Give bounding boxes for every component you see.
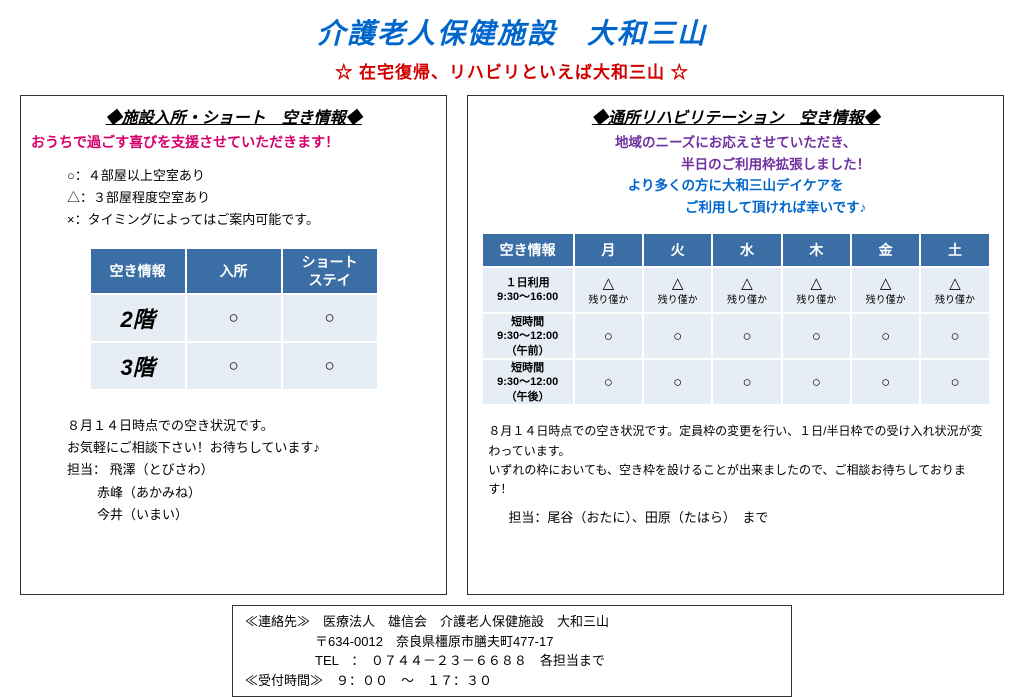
main-title: 介護老人保健施設 大和三山 [0,12,1024,52]
cell: ○ [712,359,781,405]
contact-block: 担当： 飛澤（とびさわ） 赤峰（あかみね） 今井（いまい） [67,459,436,525]
col-header: 木 [782,233,851,267]
cell: ○ [920,359,989,405]
table-row: 短時間 9:30～12:00 （午後）○○○○○○ [482,359,990,405]
col-header: 金 [851,233,920,267]
cell: ○ [782,359,851,405]
cell: ○ [712,313,781,359]
rehab-contact: 担当：尾谷（おたに）、田原（たはら） まで [508,507,993,526]
table-row: 2階 ○ ○ [90,294,378,342]
page-header: 介護老人保健施設 大和三山 ☆ 在宅復帰、リハビリといえば大和三山 ☆ [0,0,1024,83]
col-header: 月 [574,233,643,267]
contact-name: 飛澤（とびさわ） [110,462,214,477]
cell: ○ [643,313,712,359]
table-header-row: 空き情報 月 火 水 木 金 土 [482,233,990,267]
col-header-text: ショート ステイ [302,254,358,288]
footer-line: ≪受付時間≫ ９：００ ～ １７：３０ [245,671,779,691]
tagline-line: 地域のニーズにお応えさせていただき、 [615,135,856,150]
col-header: 土 [920,233,989,267]
cell: ○ [574,313,643,359]
right-notes: ８月１４日時点での空き状況です。定員枠の変更を行い、１日/半日枠での受け入れ状況… [488,422,983,499]
col-header: 入所 [186,248,282,294]
cell: △残り僅か [643,267,712,313]
note-line: いずれの枠においても、空き枠を設けることが出来ましたので、ご相談お待ちしておりま… [488,461,983,499]
panel-right-tagline: 地域のニーズにお応えさせていただき、 半日のご利用枠拡張しました！ より多くの方… [478,132,993,218]
legend-line: ○：４部屋以上空室あり [67,165,436,187]
cell: ○ [282,294,378,342]
row-label: 3階 [90,342,186,390]
contact-name: 今井（いまい） [97,504,436,526]
note-line: ８月１４日時点での空き状況です。 [67,415,436,437]
table-row: １日利用 9:30～16:00△残り僅か△残り僅か△残り僅か△残り僅か△残り僅か… [482,267,990,313]
vacancy-table: 空き情報 入所 ショート ステイ 2階 ○ ○ 3階 ○ ○ [89,247,379,391]
panels-row: ◆施設入所・ショート 空き情報◆ おうちで過ごす喜びを支援させていただきます！ … [0,95,1024,595]
panel-facility-vacancy: ◆施設入所・ショート 空き情報◆ おうちで過ごす喜びを支援させていただきます！ … [20,95,447,595]
cell: ○ [643,359,712,405]
row-label: 2階 [90,294,186,342]
col-header: 水 [712,233,781,267]
panel-left-tagline: おうちで過ごす喜びを支援させていただきます！ [31,132,436,153]
sub-title: ☆ 在宅復帰、リハビリといえば大和三山 ☆ [0,58,1024,83]
tagline-line: より多くの方に大和三山デイケアを [628,178,844,193]
panel-right-title: ◆通所リハビリテーション 空き情報◆ [478,104,993,128]
footer-line: TEL ： ０７４４－２３－６６８８ 各担当まで [315,651,779,671]
table-header-row: 空き情報 入所 ショート ステイ [90,248,378,294]
contact-name: 赤峰（あかみね） [97,482,436,504]
cell: △残り僅か [851,267,920,313]
cell: ○ [186,342,282,390]
row-label: １日利用 9:30～16:00 [482,267,574,313]
table-row: 短時間 9:30～12:00 （午前）○○○○○○ [482,313,990,359]
row-label: 短時間 9:30～12:00 （午後） [482,359,574,405]
legend-line: ×：タイミングによってはご案内可能です。 [67,209,436,231]
table-row: 3階 ○ ○ [90,342,378,390]
col-header: 空き情報 [482,233,574,267]
col-header: 空き情報 [90,248,186,294]
cell: ○ [851,359,920,405]
cell: △残り僅か [782,267,851,313]
row-label: 短時間 9:30～12:00 （午前） [482,313,574,359]
panel-left-title: ◆施設入所・ショート 空き情報◆ [31,104,436,128]
left-notes: ８月１４日時点での空き状況です。 お気軽にご相談下さい！お待ちしています♪ 担当… [67,415,436,525]
cell: ○ [851,313,920,359]
footer-contact-box: ≪連絡先≫ 医療法人 雄信会 介護老人保健施設 大和三山 〒634-0012 奈… [232,605,792,697]
cell: △残り僅か [920,267,989,313]
cell: ○ [186,294,282,342]
footer-line: 〒634-0012 奈良県橿原市膳夫町477-17 [315,632,779,652]
cell: ○ [782,313,851,359]
legend: ○：４部屋以上空室あり △：３部屋程度空室あり ×：タイミングによってはご案内可… [67,165,436,231]
cell: ○ [282,342,378,390]
tagline-line: ご利用して頂ければ幸いです♪ [685,200,866,215]
legend-line: △：３部屋程度空室あり [67,187,436,209]
note-line: ８月１４日時点での空き状況です。定員枠の変更を行い、１日/半日枠での受け入れ状況… [488,422,983,460]
tagline-line: 半日のご利用枠拡張しました！ [681,157,870,172]
rehab-table: 空き情報 月 火 水 木 金 土 １日利用 9:30～16:00△残り僅か△残り… [481,232,991,406]
col-header: 火 [643,233,712,267]
cell: △残り僅か [712,267,781,313]
note-line: お気軽にご相談下さい！お待ちしています♪ [67,437,436,459]
contact-label: 担当： [67,462,106,477]
cell: ○ [574,359,643,405]
cell: △残り僅か [574,267,643,313]
footer-line: ≪連絡先≫ 医療法人 雄信会 介護老人保健施設 大和三山 [245,612,779,632]
cell: ○ [920,313,989,359]
panel-rehab-vacancy: ◆通所リハビリテーション 空き情報◆ 地域のニーズにお応えさせていただき、 半日… [467,95,1004,595]
col-header: ショート ステイ [282,248,378,294]
